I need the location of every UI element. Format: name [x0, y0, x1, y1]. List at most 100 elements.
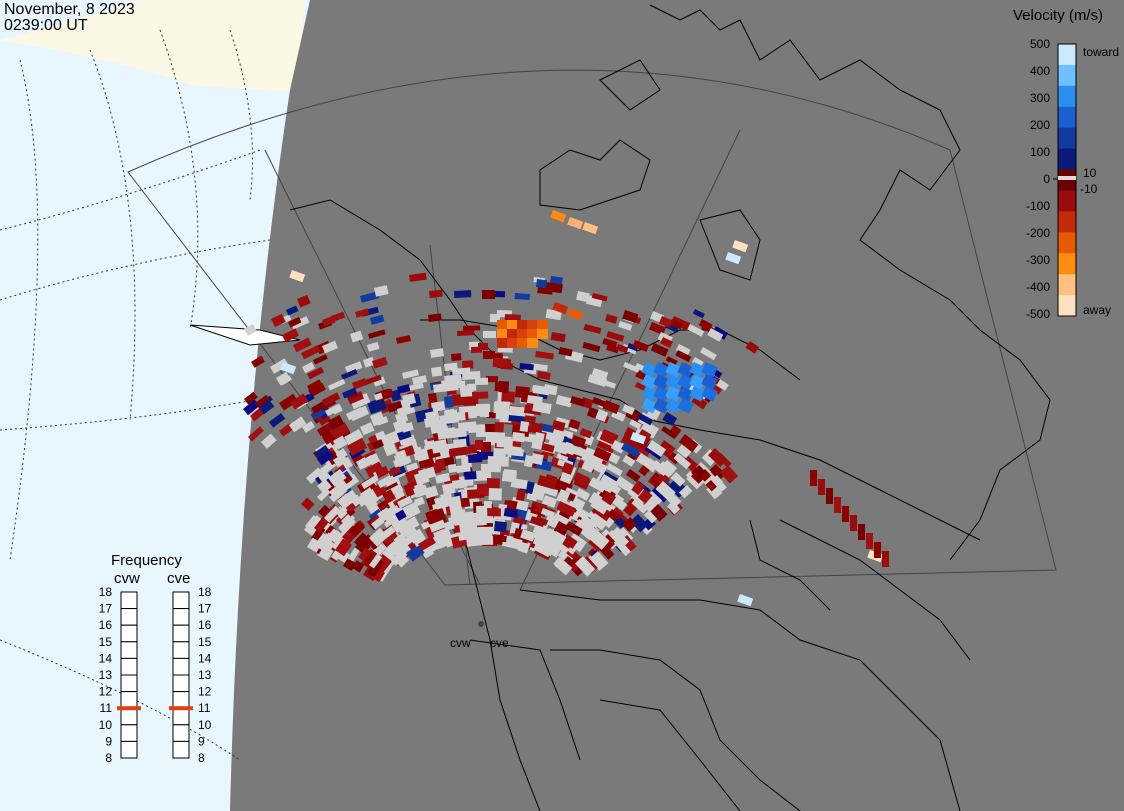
away-label: away [1083, 303, 1111, 317]
colorbar-tick-label: 0 [1043, 172, 1050, 186]
data-cell [536, 370, 551, 380]
data-cell [511, 432, 525, 443]
radar-site-markers: cvw cve [450, 621, 509, 650]
data-cell [350, 392, 371, 410]
data-cell [616, 344, 629, 354]
data-cell [391, 515, 410, 534]
data-cell [528, 421, 543, 435]
data-cell [322, 340, 338, 354]
data-cell [602, 338, 618, 348]
colorbar-tick-label: -400 [1026, 280, 1050, 294]
data-cell [367, 557, 385, 578]
data-cell [281, 328, 299, 343]
data-cell [474, 377, 489, 385]
data-cell [675, 349, 692, 363]
data-cell [632, 340, 650, 352]
data-cell [367, 397, 388, 415]
data-cell [621, 441, 640, 458]
data-cell [444, 520, 455, 531]
data-cell-orange [497, 338, 508, 348]
data-cell [606, 330, 625, 342]
data-cell [535, 350, 554, 360]
frequency-tick-label: 12 [198, 685, 212, 699]
data-cell-blue [689, 374, 706, 390]
night-area [0, 0, 305, 92]
data-cell-orange [517, 320, 528, 330]
data-cell [620, 434, 641, 451]
data-cell [509, 406, 526, 419]
data-cell [371, 356, 388, 369]
data-cell [583, 324, 602, 334]
data-cell [311, 401, 327, 415]
data-cell-blue [701, 374, 718, 390]
data-cell [627, 343, 639, 352]
data-cell-blue [689, 386, 706, 402]
data-cell [745, 340, 760, 354]
data-cell [394, 449, 409, 464]
frequency-tick-label: 14 [99, 651, 113, 665]
data-cell [646, 440, 667, 457]
data-cell [669, 319, 683, 330]
data-cell-highlight [550, 209, 567, 223]
data-cell [483, 424, 498, 432]
data-cell [629, 416, 643, 430]
data-cell [488, 488, 502, 501]
data-cell [406, 516, 420, 530]
data-cell [481, 532, 492, 542]
data-cell [519, 363, 534, 371]
data-cell [413, 484, 429, 498]
data-cell [259, 400, 275, 415]
data-cell [501, 470, 517, 483]
data-cell [458, 531, 469, 541]
data-cell-blue [677, 362, 694, 378]
data-cell [388, 466, 402, 477]
data-cell [874, 542, 881, 558]
colorbar-tick-label: 100 [1030, 145, 1050, 159]
data-cell [387, 541, 402, 556]
data-cell [397, 405, 416, 417]
data-cell [623, 362, 640, 373]
colorbar-segment [1058, 253, 1076, 275]
data-cell [481, 464, 496, 471]
data-cell [377, 474, 395, 489]
data-cell [544, 282, 563, 294]
data-cell [637, 412, 654, 426]
data-cell [369, 314, 385, 325]
data-cell [244, 391, 258, 405]
data-cell [556, 501, 577, 517]
colorbar-tick-labels: 500400300200100100-10-100-200-300-400-50… [1026, 37, 1098, 321]
frequency-cell [120, 591, 138, 610]
data-cell [472, 391, 489, 399]
data-cell [359, 487, 376, 503]
data-cell [334, 538, 353, 557]
frequency-cell [172, 707, 190, 726]
data-cell [558, 347, 573, 357]
data-cell [449, 502, 464, 517]
data-cell [676, 443, 693, 459]
data-cell [301, 497, 315, 511]
data-cell [673, 453, 692, 470]
data-cell [582, 342, 601, 353]
data-cell [380, 388, 394, 399]
data-cell [593, 447, 612, 462]
data-cell [350, 407, 364, 419]
data-cell [574, 506, 591, 521]
data-cell-blue [665, 398, 682, 414]
frequency-cell [120, 624, 138, 643]
data-cell [574, 556, 596, 577]
data-cell [342, 387, 358, 399]
data-cell [429, 519, 446, 533]
data-cell [413, 535, 426, 548]
data-cell [317, 450, 334, 466]
data-cell [826, 488, 833, 504]
data-cell [316, 488, 331, 502]
data-cell [395, 509, 407, 521]
data-cell [427, 313, 442, 322]
data-cell [369, 553, 383, 569]
data-cell [667, 501, 681, 515]
data-cell [501, 391, 515, 403]
data-cell-blue [689, 362, 706, 378]
data-cell [582, 433, 595, 446]
data-cell-blue [665, 374, 682, 390]
data-cell [555, 395, 573, 408]
